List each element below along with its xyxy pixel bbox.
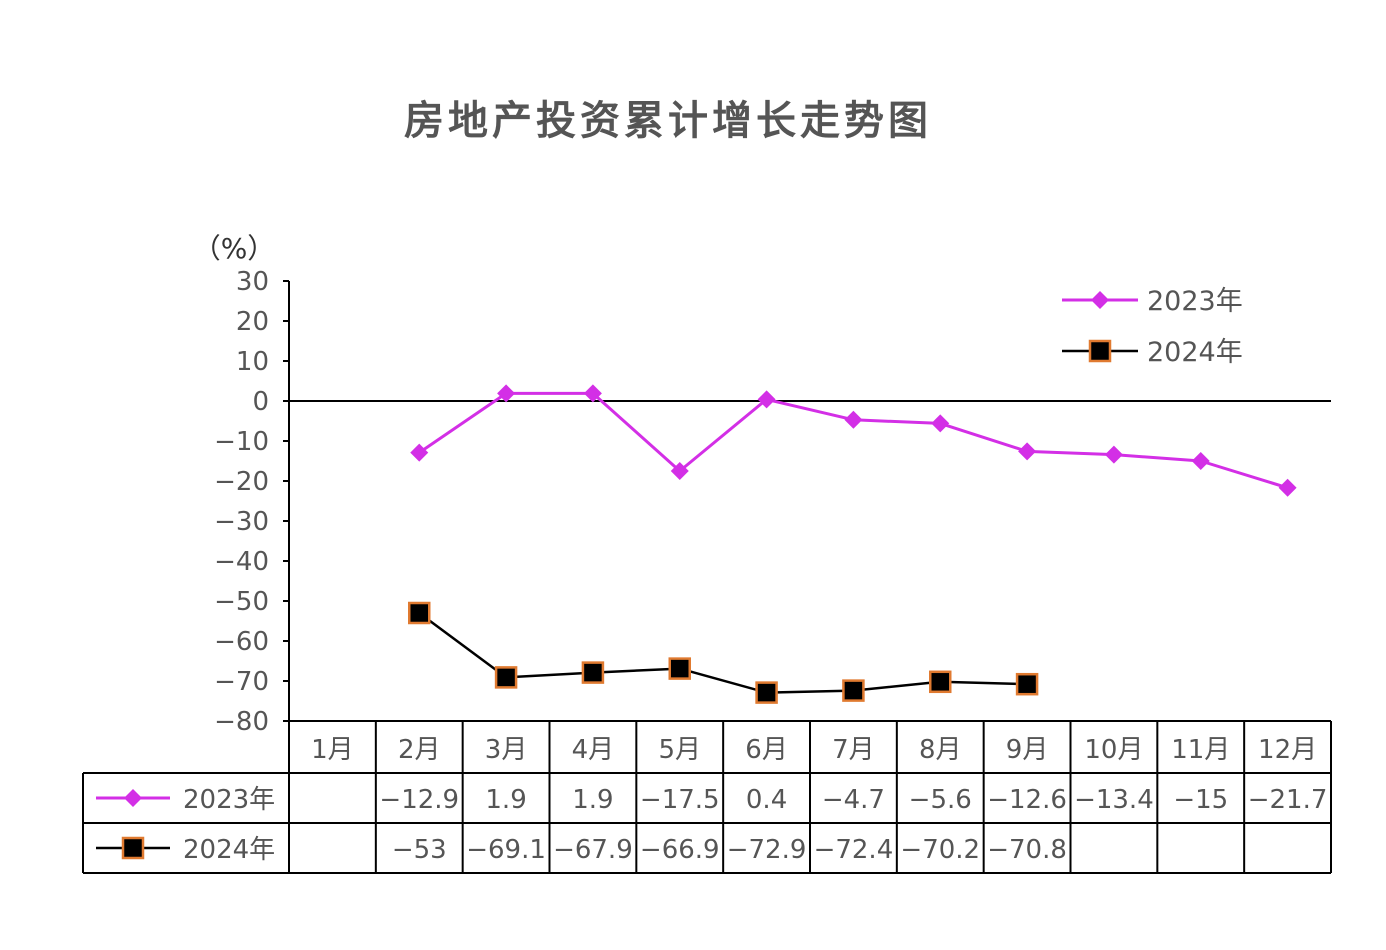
x-category-label: 11月: [1171, 735, 1230, 765]
table-cell-value: −12.6: [987, 785, 1067, 815]
x-category-label: 2月: [398, 735, 441, 765]
table-cell-value: −69.1: [466, 835, 546, 865]
data-point-square: [668, 657, 691, 680]
series-2: [408, 601, 1039, 704]
data-point-square: [929, 670, 952, 694]
data-point-diamond: [670, 462, 689, 480]
x-category-label: 8月: [919, 735, 962, 765]
x-category-label: 9月: [1006, 735, 1049, 765]
x-category-label: 4月: [572, 735, 615, 765]
y-tick-label: −60: [214, 627, 269, 657]
data-point-diamond: [931, 414, 950, 433]
table-cell-value: 0.4: [746, 785, 787, 815]
data-point-square: [494, 666, 518, 689]
table-cell-value: −53: [392, 835, 447, 865]
data-point-square: [755, 681, 778, 704]
legend-label: 2024年: [1147, 337, 1243, 368]
series-1: [410, 384, 1297, 497]
table-row-key-2: 2024年: [96, 835, 275, 865]
legend-square: [1088, 339, 1112, 363]
y-tick-label: −20: [214, 467, 269, 497]
table-cell-value: −70.2: [900, 835, 980, 865]
table-row-label: 2024年: [183, 835, 275, 865]
table-cell-value: −13.4: [1074, 785, 1154, 815]
table-cell-value: 1.9: [485, 785, 526, 815]
legend-diamond: [1091, 291, 1109, 309]
table-row-key-1: 2023年: [96, 785, 275, 815]
data-point-diamond: [1018, 442, 1037, 461]
table-cell-value: −15: [1173, 785, 1228, 815]
x-category-label: 1月: [311, 735, 354, 765]
y-tick-label: 10: [236, 347, 269, 377]
table-cell-value: −72.4: [814, 835, 894, 865]
y-tick-label: −80: [214, 707, 269, 737]
chart-title: 房地产投资累计增长走势图: [404, 98, 932, 144]
data-point-square: [581, 661, 605, 684]
data-point-square: [1015, 672, 1039, 696]
data-point-square: [408, 601, 431, 625]
y-tick-label: −40: [214, 547, 269, 577]
table-cell-value: −72.9: [727, 835, 807, 865]
x-category-label: 10月: [1084, 735, 1143, 765]
table-cell-value: −21.7: [1248, 785, 1328, 815]
data-point-diamond: [410, 443, 429, 462]
table-row-label: 2023年: [183, 785, 275, 815]
x-category-label: 7月: [832, 735, 875, 765]
y-tick-label: 20: [236, 307, 269, 337]
table-cell-value: −4.7: [822, 785, 885, 815]
table-cell-value: −5.6: [909, 785, 972, 815]
table-cell-value: −67.9: [553, 835, 633, 865]
table-cell-value: −66.9: [640, 835, 720, 865]
table-cell-value: −17.5: [640, 785, 720, 815]
data-point-diamond: [844, 410, 863, 429]
table-cell-value: 1.9: [572, 785, 613, 815]
table-key-diamond: [124, 789, 142, 807]
data-point-diamond: [1278, 478, 1297, 497]
data-point-diamond: [497, 384, 516, 403]
series-line: [418, 611, 1028, 694]
y-tick-label: 0: [252, 387, 269, 417]
x-category-label: 5月: [658, 735, 701, 765]
series-layer: [408, 384, 1297, 704]
axes: 30 20 10 0 −10 −20 −30 −40 −50 −60 −70 −80: [214, 267, 1331, 737]
x-category-label: 3月: [485, 735, 528, 765]
y-tick-label: −70: [214, 667, 269, 697]
data-point-diamond: [757, 390, 776, 409]
table-key-square: [121, 836, 145, 860]
legend-item-1: 2023年: [1062, 286, 1243, 317]
table-cell-value: −12.9: [379, 785, 459, 815]
y-tick-label: −10: [214, 427, 269, 457]
data-point-diamond: [1104, 445, 1123, 464]
series-line: [418, 391, 1289, 490]
x-category-label: 12月: [1258, 735, 1317, 765]
data-point-diamond: [1191, 452, 1210, 470]
y-axis-unit-label: （%）: [193, 232, 276, 265]
data-point-square: [842, 679, 865, 702]
data-table: 1月 2月 3月 4月 5月 6月 7月 8月 9月 10月 11月 12月 2023年 −12.9 1.9…: [82, 720, 1332, 874]
data-point-diamond: [583, 384, 602, 403]
y-tick-label: −50: [214, 587, 269, 617]
x-category-label: 6月: [745, 735, 788, 765]
y-tick-label: 30: [236, 267, 269, 297]
legend: 2023年 2024年: [1062, 286, 1243, 368]
legend-item-2: 2024年: [1062, 337, 1243, 368]
y-tick-label: −30: [214, 507, 269, 537]
table-cell-value: −70.8: [987, 835, 1067, 865]
legend-label: 2023年: [1147, 286, 1243, 317]
